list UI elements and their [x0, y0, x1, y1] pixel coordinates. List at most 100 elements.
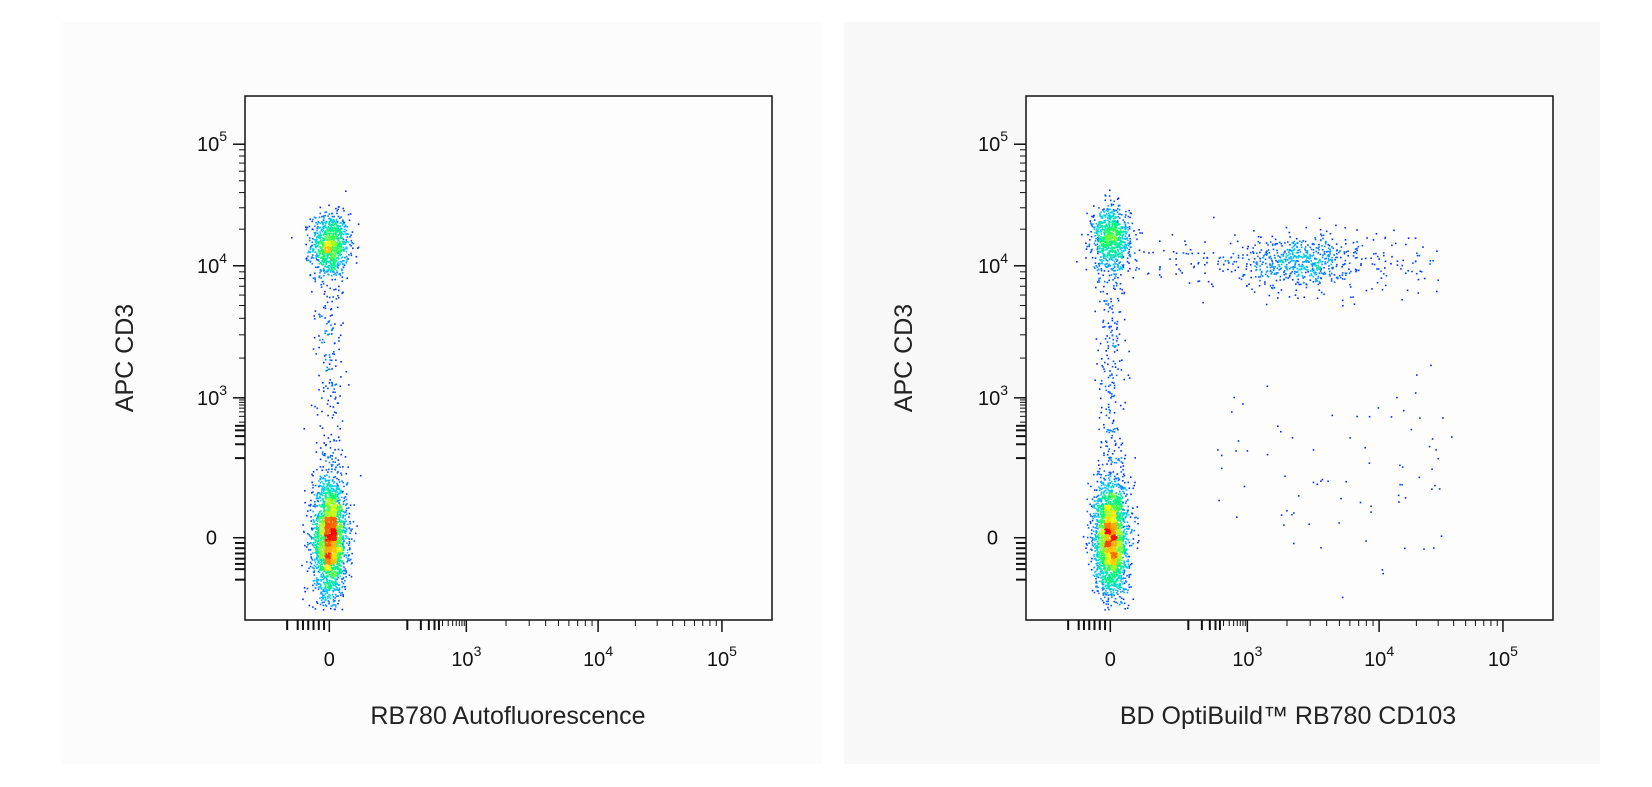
- event-dot: [338, 508, 341, 511]
- event-dot: [1329, 248, 1331, 251]
- event-dot: [1110, 241, 1113, 244]
- event-dot: [1103, 240, 1105, 242]
- event-dot: [1108, 232, 1111, 235]
- event-dot: [327, 540, 330, 542]
- event-dot: [313, 527, 315, 530]
- event-dot: [331, 300, 333, 303]
- event-dot: [330, 243, 332, 246]
- event-dot: [326, 581, 328, 583]
- event-dot: [1110, 243, 1112, 246]
- event-dot: [334, 254, 337, 257]
- event-dot: [330, 263, 333, 266]
- event-dot: [339, 233, 341, 235]
- event-dot: [1335, 224, 1337, 227]
- event-dot: [1111, 236, 1113, 239]
- event-dot: [354, 532, 357, 535]
- event-dot: [343, 264, 346, 267]
- event-dot: [338, 481, 341, 483]
- event-dot: [1279, 268, 1281, 270]
- event-dot: [1357, 245, 1360, 248]
- event-dot: [340, 253, 342, 256]
- event-dot: [319, 553, 322, 555]
- event-dot: [332, 266, 335, 269]
- event-dot: [326, 555, 328, 558]
- event-dot: [314, 527, 317, 529]
- event-dot: [1121, 255, 1124, 257]
- event-dot: [1271, 244, 1274, 247]
- event-dot: [327, 456, 329, 458]
- event-dot: [323, 577, 325, 579]
- event-dot: [319, 231, 321, 233]
- event-dot: [1274, 265, 1276, 268]
- event-dot: [320, 579, 322, 582]
- event-dot: [320, 596, 323, 599]
- event-dot: [320, 543, 322, 545]
- event-dot: [314, 541, 316, 543]
- event-dot: [322, 381, 324, 384]
- event-dot: [316, 232, 319, 235]
- event-dot: [345, 537, 347, 540]
- event-dot: [313, 546, 316, 549]
- event-dot: [341, 269, 343, 271]
- event-dot: [334, 561, 337, 563]
- event-dot: [1131, 222, 1134, 225]
- event-dot: [1097, 272, 1100, 275]
- event-dot: [332, 506, 334, 508]
- event-dot: [328, 251, 330, 253]
- event-dot: [334, 573, 337, 575]
- event-dot: [1116, 259, 1119, 261]
- event-dot: [1095, 231, 1098, 234]
- event-dot: [318, 234, 320, 236]
- event-dot: [330, 250, 332, 253]
- event-dot: [336, 522, 339, 525]
- event-dot: [311, 244, 313, 247]
- event-dot: [1117, 215, 1119, 218]
- event-dot: [343, 547, 345, 550]
- event-dot: [1285, 256, 1287, 258]
- event-dot: [324, 214, 326, 217]
- event-dot: [321, 281, 324, 283]
- event-dot: [1118, 243, 1121, 245]
- event-dot: [1121, 264, 1123, 266]
- event-dot: [314, 544, 317, 546]
- event-dot: [322, 338, 324, 341]
- event-dot: [1119, 230, 1122, 232]
- event-dot: [342, 241, 345, 243]
- event-dot: [333, 581, 335, 583]
- event-dot: [335, 548, 337, 551]
- event-dot: [326, 257, 329, 259]
- event-dot: [335, 534, 338, 536]
- event-dot: [329, 224, 331, 226]
- event-dot: [322, 249, 324, 251]
- event-dot: [313, 494, 316, 496]
- event-dot: [1314, 262, 1317, 265]
- event-dot: [333, 411, 336, 413]
- event-dot: [328, 249, 331, 252]
- event-dot: [319, 314, 321, 316]
- event-dot: [333, 517, 336, 519]
- event-dot: [336, 488, 339, 491]
- event-dot: [323, 530, 325, 533]
- event-dot: [329, 359, 331, 361]
- event-dot: [332, 489, 335, 491]
- event-dot: [1309, 279, 1312, 281]
- event-dot: [335, 487, 338, 490]
- event-dot: [322, 387, 325, 389]
- event-dot: [330, 550, 333, 553]
- event-dot: [325, 491, 327, 494]
- event-dot: [320, 283, 322, 286]
- event-dot: [350, 558, 352, 561]
- event-dot: [341, 224, 344, 226]
- event-dot: [335, 228, 337, 230]
- event-dot: [1354, 268, 1357, 271]
- event-dot: [318, 553, 320, 555]
- event-dot: [1117, 276, 1119, 279]
- event-dot: [1124, 237, 1126, 240]
- event-dot: [1319, 259, 1321, 262]
- event-dot: [315, 546, 318, 549]
- event-dot: [344, 572, 347, 575]
- event-dot: [345, 556, 348, 559]
- event-dot: [334, 571, 337, 574]
- event-dot: [319, 247, 322, 250]
- event-dot: [1348, 268, 1350, 270]
